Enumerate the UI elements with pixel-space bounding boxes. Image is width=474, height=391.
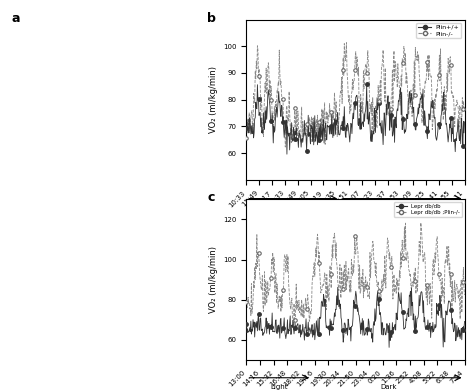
Legend: Lepr db/db, Lepr db/db ;Plin-/-: Lepr db/db, Lepr db/db ;Plin-/-	[394, 202, 462, 217]
Text: Light: Light	[284, 204, 302, 210]
Text: Light: Light	[271, 384, 288, 390]
Y-axis label: VO₂ (ml/kg/min): VO₂ (ml/kg/min)	[209, 66, 218, 133]
Y-axis label: VO₂ (ml/kg/min): VO₂ (ml/kg/min)	[209, 246, 218, 313]
Legend: Plin+/+, Plin-/-: Plin+/+, Plin-/-	[416, 23, 461, 38]
Text: a: a	[12, 12, 20, 25]
Text: c: c	[207, 191, 215, 204]
Text: Dark: Dark	[394, 204, 410, 210]
Text: Dark: Dark	[380, 384, 396, 390]
Text: b: b	[207, 11, 216, 25]
